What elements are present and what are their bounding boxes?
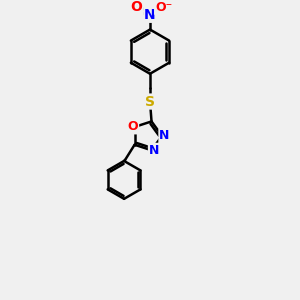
Text: O: O: [130, 1, 142, 14]
Text: N: N: [159, 129, 170, 142]
Text: O⁻: O⁻: [155, 1, 172, 14]
Text: N: N: [149, 144, 159, 157]
Text: O: O: [128, 120, 138, 134]
Text: N: N: [144, 8, 156, 22]
Text: S: S: [145, 94, 155, 109]
